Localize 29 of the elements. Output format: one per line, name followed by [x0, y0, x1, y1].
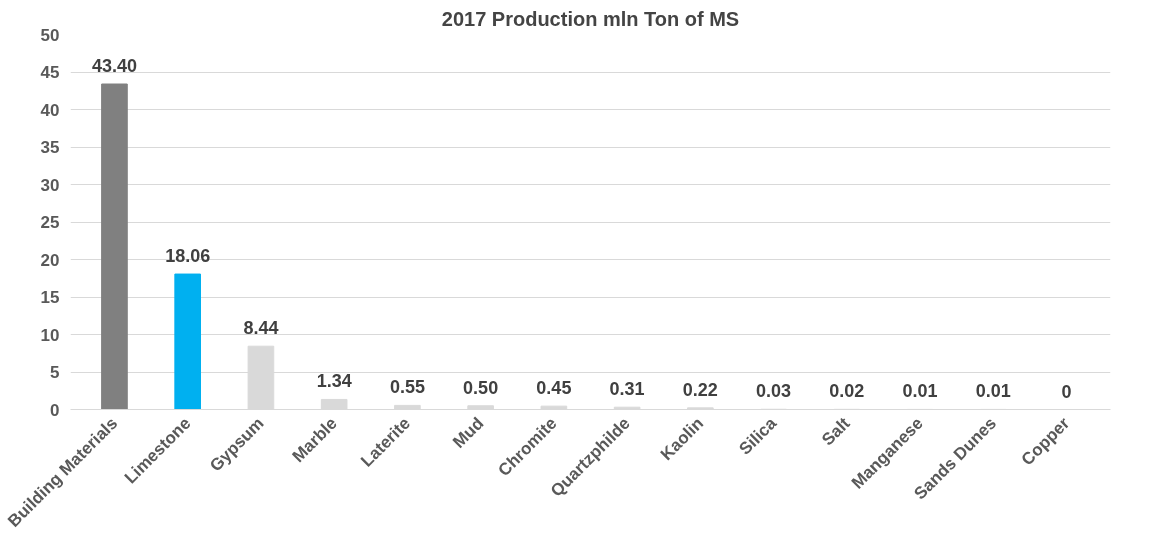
data-label: 0.55	[389, 377, 425, 398]
y-tick-label: 45	[40, 63, 60, 82]
y-tick-label: 5	[50, 363, 60, 382]
data-label: 0	[1061, 381, 1072, 402]
data-label: 18.06	[165, 246, 211, 267]
bar	[174, 273, 201, 410]
y-tick-label: 30	[40, 175, 60, 195]
data-label: 1.34	[316, 371, 352, 392]
y-tick-label: 35	[40, 138, 60, 157]
y-tick-label: 0	[50, 400, 60, 420]
data-label: 0.02	[829, 381, 865, 402]
data-label: 0.03	[756, 381, 792, 402]
data-label: 0.01	[902, 381, 938, 402]
data-label: 8.44	[243, 318, 279, 339]
data-label: 0.22	[682, 379, 718, 400]
y-tick-label: 20	[40, 250, 60, 270]
data-label: 0.45	[536, 378, 572, 399]
data-label: 43.40	[91, 56, 137, 76]
y-tick-label: 25	[40, 213, 60, 232]
x-tick-label: Salt	[818, 413, 854, 450]
y-tick-label: 40	[40, 100, 60, 120]
data-label: 0.50	[463, 377, 499, 398]
bar	[101, 83, 128, 410]
chart-title: 2017 Production mln Ton of MS	[441, 7, 740, 30]
y-tick-label: 50	[40, 25, 60, 45]
data-label: 0.01	[975, 381, 1011, 402]
y-tick-label: 15	[40, 288, 60, 307]
data-label: 0.31	[609, 379, 645, 400]
y-tick-label: 10	[40, 325, 60, 345]
